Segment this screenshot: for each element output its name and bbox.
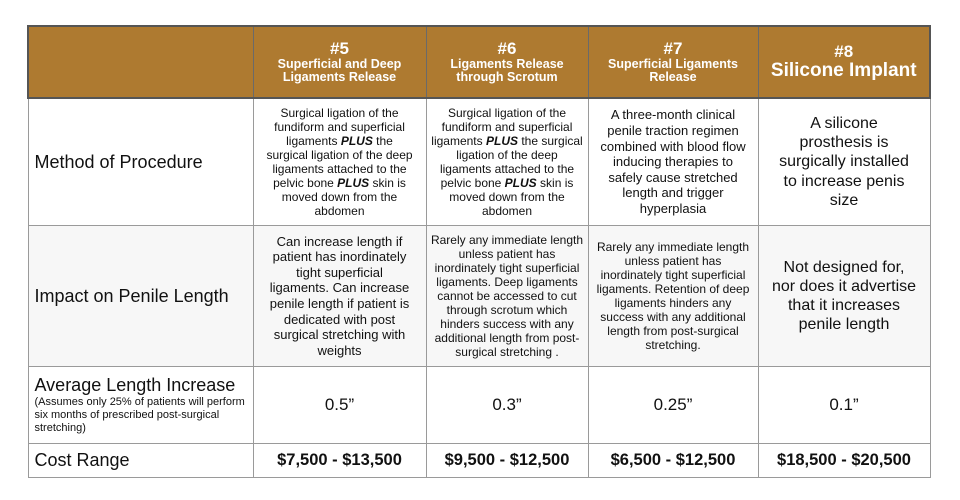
- cell-emphasis: PLUS: [485, 133, 518, 148]
- table-row: Average Length Increase (Assumes only 25%…: [27, 366, 931, 444]
- option-title: Superficial and Deep Ligaments Release: [277, 56, 402, 84]
- table-cell: 0.5”: [252, 366, 427, 444]
- cell-text: Surgical ligation of the fundiform and s…: [431, 105, 573, 148]
- table-cell: Surgical ligation of the fundiform and s…: [252, 97, 427, 226]
- table-cell: $7,500 - $13,500: [252, 443, 427, 478]
- cell-text: skin is moved down from the abdomen: [281, 176, 406, 219]
- table-cell: Rarely any immediate length unless patie…: [587, 225, 759, 367]
- table-cell: 0.25”: [587, 366, 759, 444]
- table-cell: A three-month clinical penile traction r…: [587, 97, 759, 226]
- table-row: Impact on Penile Length Can increase len…: [27, 225, 931, 367]
- header-row: #5 Superficial and Deep Ligaments Release…: [27, 25, 931, 99]
- header-empty: [27, 25, 254, 99]
- cell-text: the surgical ligation of the deep ligame…: [439, 133, 583, 191]
- row-label-text: Average Length Increase: [34, 374, 236, 395]
- table-cell: 0.1”: [757, 366, 931, 444]
- option-number: #6: [497, 38, 517, 58]
- cell-text: skin is moved down from the abdomen: [449, 176, 574, 219]
- cell-emphasis: PLUS: [504, 176, 537, 191]
- row-label: Average Length Increase (Assumes only 25%…: [27, 366, 254, 444]
- option-number: #7: [663, 38, 683, 58]
- option-title: Silicone Implant: [770, 59, 917, 81]
- cell-emphasis: PLUS: [340, 133, 373, 148]
- table-cell: Rarely any immediate length unless patie…: [425, 225, 589, 367]
- row-label: Method of Procedure: [27, 97, 254, 226]
- option-number: #8: [834, 42, 854, 62]
- option-number: #5: [330, 38, 349, 58]
- table-cell: Surgical ligation of the fundiform and s…: [425, 97, 589, 226]
- cell-emphasis: PLUS: [337, 176, 370, 191]
- table-cell: 0.3”: [425, 366, 589, 444]
- table-row: Method of Procedure Surgical ligation of…: [27, 97, 931, 226]
- row-label: Cost Range: [27, 443, 254, 478]
- header-option-8: #8 Silicone Implant: [757, 25, 931, 99]
- cell-text: the surgical ligation of the deep ligame…: [266, 133, 413, 191]
- table-cell: $18,500 - $20,500: [757, 443, 931, 478]
- row-note: (Assumes only 25% of patients will perfo…: [34, 395, 245, 435]
- table-cell: $9,500 - $12,500: [425, 443, 589, 478]
- comparison-table: #5 Superficial and Deep Ligaments Release…: [27, 25, 931, 478]
- table-cell: $6,500 - $12,500: [587, 443, 759, 478]
- header-option-7: #7 Superficial Ligaments Release: [587, 25, 759, 99]
- table-cell: A silicone prosthesis is surgically inst…: [757, 97, 931, 226]
- header-option-6: #6 Ligaments Release through Scrotum: [425, 25, 589, 99]
- option-title: Ligaments Release through Scrotum: [450, 56, 564, 84]
- table-row: Cost Range $7,500 - $13,500 $9,500 - $12…: [27, 443, 931, 478]
- option-title: Superficial Ligaments Release: [608, 56, 738, 84]
- row-label: Impact on Penile Length: [27, 225, 254, 367]
- table-cell: Not designed for, nor does it advertise …: [757, 225, 931, 367]
- table-cell: Can increase length if patient has inord…: [252, 225, 427, 367]
- header-option-5: #5 Superficial and Deep Ligaments Release: [252, 25, 427, 99]
- cell-text: Surgical ligation of the fundiform and s…: [274, 105, 405, 148]
